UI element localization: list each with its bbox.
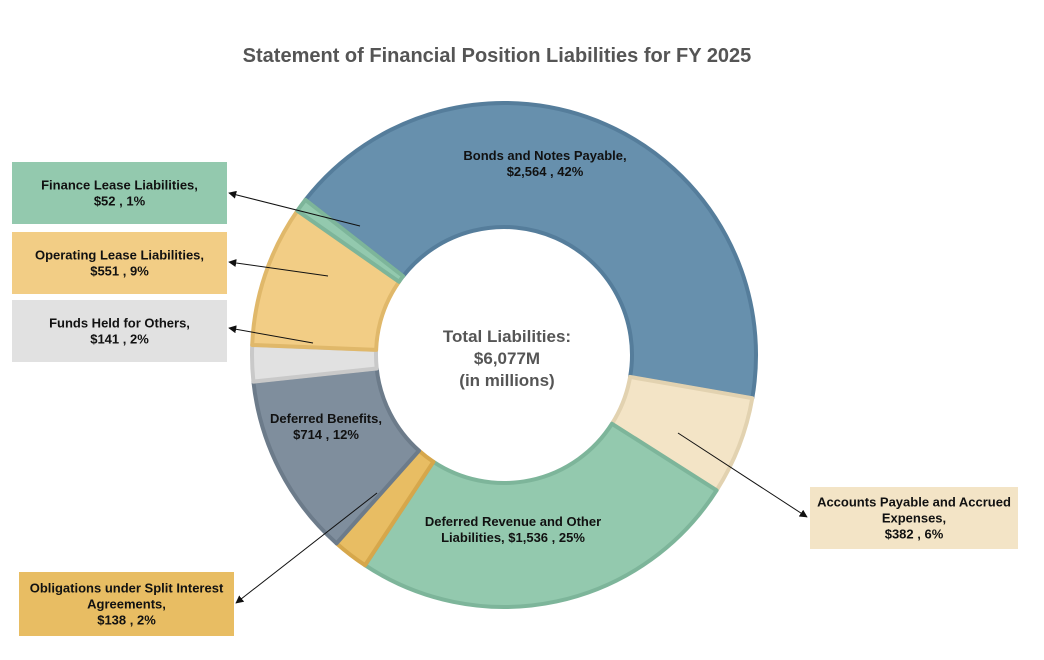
callout-label-line: Finance Lease Liabilities, [41, 178, 198, 193]
callout-arrow-finance-lease [228, 190, 361, 227]
callout-label-line: Obligations under Split Interest [30, 581, 224, 596]
callout-arrow-accounts-payable [677, 432, 808, 518]
callout-label-funds-held: Funds Held for Others, $141 , 2% [49, 316, 190, 347]
callout-label-line: $141 , 2% [90, 332, 149, 347]
callout-arrows [228, 190, 808, 604]
chart-title: Statement of Financial Position Liabilit… [243, 45, 752, 67]
slice-label-bonds: Bonds and Notes Payable, $2,564 , 42% [463, 148, 626, 179]
slice-label-deferred-revenue: Deferred Revenue and Other Liabilities, $… [425, 514, 601, 545]
center-label-units: (in millions) [459, 371, 554, 390]
callout-box-funds-held [12, 300, 227, 362]
callout-label-line: Agreements, [87, 597, 166, 612]
callout-arrow-operating-lease [228, 259, 329, 277]
callout-box-finance-lease [12, 162, 227, 224]
slice-labels: Bonds and Notes Payable, $2,564 , 42% Acco… [12, 148, 1018, 636]
callout-label-line: $551 , 9% [90, 264, 149, 279]
slice-label-line: $2,564 , 42% [507, 164, 584, 179]
slice-deferred-revenue [363, 421, 719, 609]
center-label-total: $6,077M [474, 349, 540, 368]
callout-label-line: $52 , 1% [94, 194, 146, 209]
callout-label-finance-lease: Finance Lease Liabilities, $52 , 1% [41, 178, 198, 209]
callout-arrow-split-interest [235, 492, 378, 604]
callout-label-line: Accounts Payable and Accrued [817, 495, 1011, 510]
callout-label-line: Operating Lease Liabilities, [35, 248, 204, 263]
slice-label-line: Bonds and Notes Payable, [463, 148, 626, 163]
slice-label-line: Deferred Benefits, [270, 411, 382, 426]
callout-box-accounts-payable [810, 487, 1018, 549]
center-label-line1: Total Liabilities: [443, 327, 571, 346]
callout-box-split-interest [19, 572, 234, 636]
callout-arrow-funds-held [228, 325, 314, 344]
callout-box-operating-lease [12, 232, 227, 294]
callout-label-accounts-payable: Accounts Payable and Accrued Expenses, $38… [817, 495, 1011, 542]
callout-label-line: Funds Held for Others, [49, 316, 190, 331]
center-label: Total Liabilities: $6,077M (in millions) [443, 327, 571, 390]
slice-label-line: Liabilities, $1,536 , 25% [441, 530, 585, 545]
slice-bonds [303, 101, 758, 401]
slice-label-deferred-benefits: Deferred Benefits, $714 , 12% [270, 411, 382, 442]
donut-slices [250, 101, 758, 609]
slice-label-line: $714 , 12% [293, 427, 359, 442]
callout-label-operating-lease: Operating Lease Liabilities, $551 , 9% [35, 248, 204, 279]
slice-finance-lease [295, 197, 406, 284]
slice-label-line: Deferred Revenue and Other [425, 514, 601, 529]
callout-label-line: $138 , 2% [97, 613, 156, 628]
callout-label-split-interest: Obligations under Split Interest Agreemen… [30, 581, 224, 628]
callout-label-line: $382 , 6% [885, 527, 944, 542]
callout-label-line: Expenses, [882, 511, 946, 526]
